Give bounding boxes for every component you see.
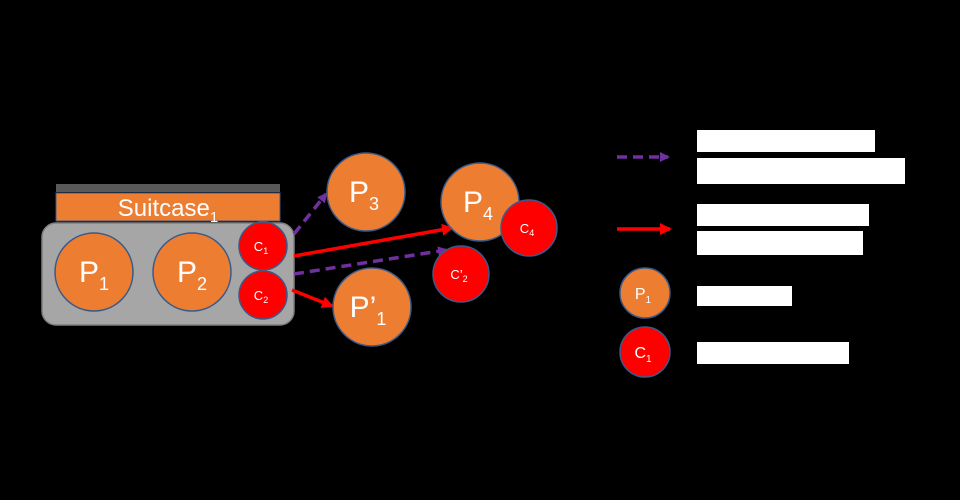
svg-text:P’1: P’1 [350,291,387,329]
suitcase-label-bar [55,192,281,222]
legend-text-redacted [697,130,875,152]
legend: P1 C1 [617,130,905,378]
arrow-c1-to-p3 [292,192,328,236]
legend-solid-arrow [617,204,869,255]
svg-text:P2: P2 [177,256,207,294]
legend-process: P1 [619,267,792,319]
arrow-c2-to-c2prime [293,246,448,276]
svg-text:C2: C2 [254,288,268,305]
legend-text-redacted [697,231,863,255]
legend-text-redacted [697,158,905,184]
process-p1-prime: P’1 [332,267,412,347]
arrows [291,192,454,308]
svg-text:P1: P1 [635,286,652,306]
legend-dashed-arrow [617,130,905,184]
suitcase-title: Suitcase1 [118,195,218,226]
container-c4: C4 [500,199,558,257]
legend-container: C1 [619,326,849,378]
arrow-c1-to-p4 [293,223,454,258]
arrow-c2-to-p1prime [291,288,334,308]
container-c1: C1 [238,221,288,271]
svg-text:C1: C1 [634,345,652,365]
container-c2: C2 [238,270,288,320]
process-p3: P3 [326,152,406,232]
legend-text-redacted [697,286,792,306]
process-p2: P2 [152,232,232,312]
container-c2-prime: C’2 [432,245,490,303]
suitcase-lid [56,184,280,192]
svg-text:P3: P3 [349,176,379,214]
legend-text-redacted [697,204,869,226]
svg-text:P4: P4 [463,186,493,224]
svg-text:P1: P1 [79,256,109,294]
svg-text:C4: C4 [520,221,534,238]
process-p1: P1 [54,232,134,312]
legend-text-redacted [697,342,849,364]
svg-text:C’2: C’2 [450,267,467,284]
svg-text:C1: C1 [254,239,268,256]
